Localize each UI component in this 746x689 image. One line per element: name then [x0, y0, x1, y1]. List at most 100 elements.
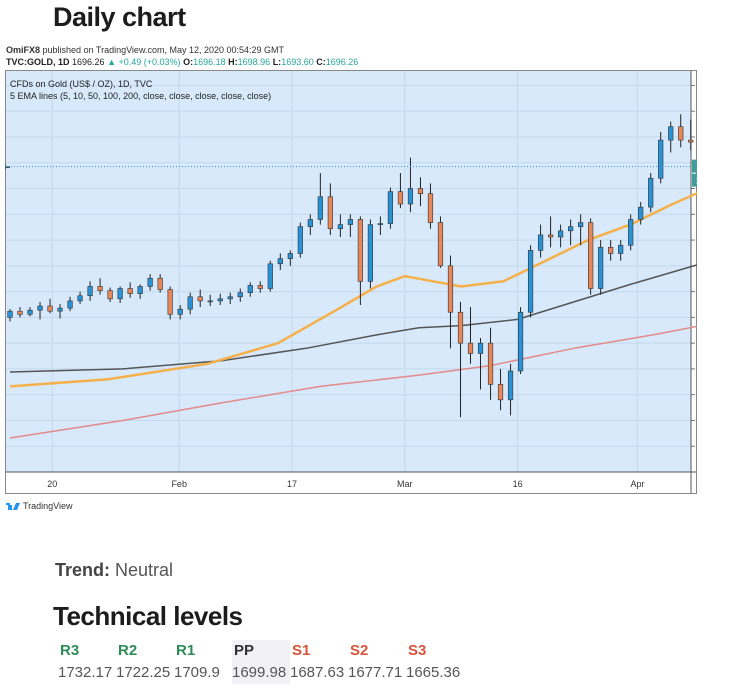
candle — [217, 293, 223, 306]
candle — [7, 309, 13, 322]
candle — [87, 281, 93, 301]
chart-heading: Daily chart — [53, 2, 186, 32]
level-label: R1 — [176, 642, 196, 659]
candle — [487, 327, 494, 400]
level-s3: S3 1665.36 — [406, 640, 464, 684]
candle — [397, 173, 404, 209]
candle-body — [638, 206, 644, 220]
candle-body — [87, 286, 93, 297]
x-tick-label: Apr — [630, 479, 644, 489]
candle-body — [287, 253, 293, 259]
tradingview-logo[interactable]: TradingView — [6, 501, 73, 511]
close-key: C: — [316, 57, 326, 67]
candle — [658, 131, 664, 184]
candlestick-chart[interactable]: 1425145014751500152515501575160016251650… — [4, 70, 746, 494]
candle — [357, 216, 363, 306]
candle-body — [307, 219, 313, 227]
candle-body — [608, 246, 614, 254]
level-pp: PP 1699.98 — [232, 640, 290, 684]
candle-body — [397, 191, 404, 205]
candle — [638, 201, 644, 225]
x-tick-label: 16 — [513, 479, 523, 489]
low-value: 1693.60 — [281, 57, 314, 67]
candle-body — [377, 223, 384, 225]
candle-body — [77, 295, 83, 302]
candle — [387, 187, 394, 229]
candle — [598, 240, 604, 295]
candle — [688, 119, 694, 151]
candle-body — [277, 258, 283, 265]
candle-body — [127, 288, 133, 294]
candle — [227, 292, 233, 304]
candle-body — [317, 196, 323, 220]
candle — [207, 294, 213, 307]
candle — [257, 281, 263, 293]
chart-border — [5, 70, 697, 494]
candle — [27, 307, 33, 317]
x-tick-label: 17 — [287, 479, 297, 489]
candle — [167, 286, 173, 320]
level-value: 1722.25 — [116, 664, 171, 681]
candle — [578, 214, 584, 246]
publisher-name[interactable]: OmiFX8 — [6, 45, 41, 55]
candle-body — [197, 296, 203, 302]
candle-body — [487, 342, 494, 385]
candle-body — [497, 384, 504, 401]
candle-body — [27, 309, 33, 315]
levels-title: Technical levels — [53, 601, 243, 631]
open-key: O: — [183, 57, 194, 67]
candle-body — [207, 300, 213, 303]
candle — [678, 114, 684, 148]
candle-body — [537, 234, 544, 251]
candle-body — [527, 250, 534, 313]
level-label: S2 — [350, 642, 369, 659]
candle — [628, 214, 634, 251]
candle-body — [658, 139, 664, 179]
candle-body — [678, 126, 684, 141]
candle-body — [507, 370, 514, 401]
candle-body — [588, 222, 594, 289]
price-change: ▲ +0.49 (+0.03%) — [107, 57, 181, 67]
candle — [277, 253, 283, 270]
candle — [467, 307, 474, 364]
ohlc-line: TVC:GOLD, 1D 1696.26 ▲ +0.49 (+0.03%) O:… — [6, 57, 358, 67]
candle — [117, 286, 123, 303]
candle-body — [167, 289, 173, 315]
x-tick-label: 20 — [47, 479, 57, 489]
level-r2: R2 1722.25 — [116, 640, 174, 684]
candle-body — [177, 308, 183, 315]
candle-body — [668, 126, 674, 141]
candle-body — [237, 292, 243, 298]
candle-body — [347, 219, 353, 225]
x-tick-label: Mar — [397, 479, 413, 489]
candle — [157, 274, 163, 293]
candle — [287, 250, 293, 266]
candle-body — [357, 219, 363, 282]
candle — [588, 218, 594, 295]
candle-body — [247, 285, 253, 293]
candle — [237, 288, 243, 302]
candle-body — [7, 310, 13, 318]
candle-body — [67, 300, 73, 309]
candle-body — [57, 307, 63, 312]
candle — [427, 183, 434, 229]
chart-container[interactable]: 1425145014751500152515501575160016251650… — [4, 70, 746, 494]
candle — [347, 214, 353, 237]
last-price: 1696.26 — [72, 57, 105, 67]
trend-value: Neutral — [115, 560, 174, 580]
trend-label: Trend: — [55, 560, 111, 580]
candle — [37, 301, 43, 320]
candle-body — [598, 246, 604, 289]
candle-body — [427, 193, 434, 223]
candle-body — [467, 342, 474, 354]
candle-body — [337, 224, 343, 230]
level-value: 1665.36 — [406, 664, 461, 681]
level-label: R2 — [118, 642, 138, 659]
level-label: S1 — [292, 642, 311, 659]
level-value: 1709.9 — [174, 664, 220, 681]
candle-body — [107, 290, 113, 300]
level-value: 1699.98 — [232, 664, 287, 681]
candle — [537, 224, 544, 258]
candle — [568, 219, 574, 246]
chart-title: CFDs on Gold (US$ / OZ), 1D, TVC — [10, 79, 153, 89]
